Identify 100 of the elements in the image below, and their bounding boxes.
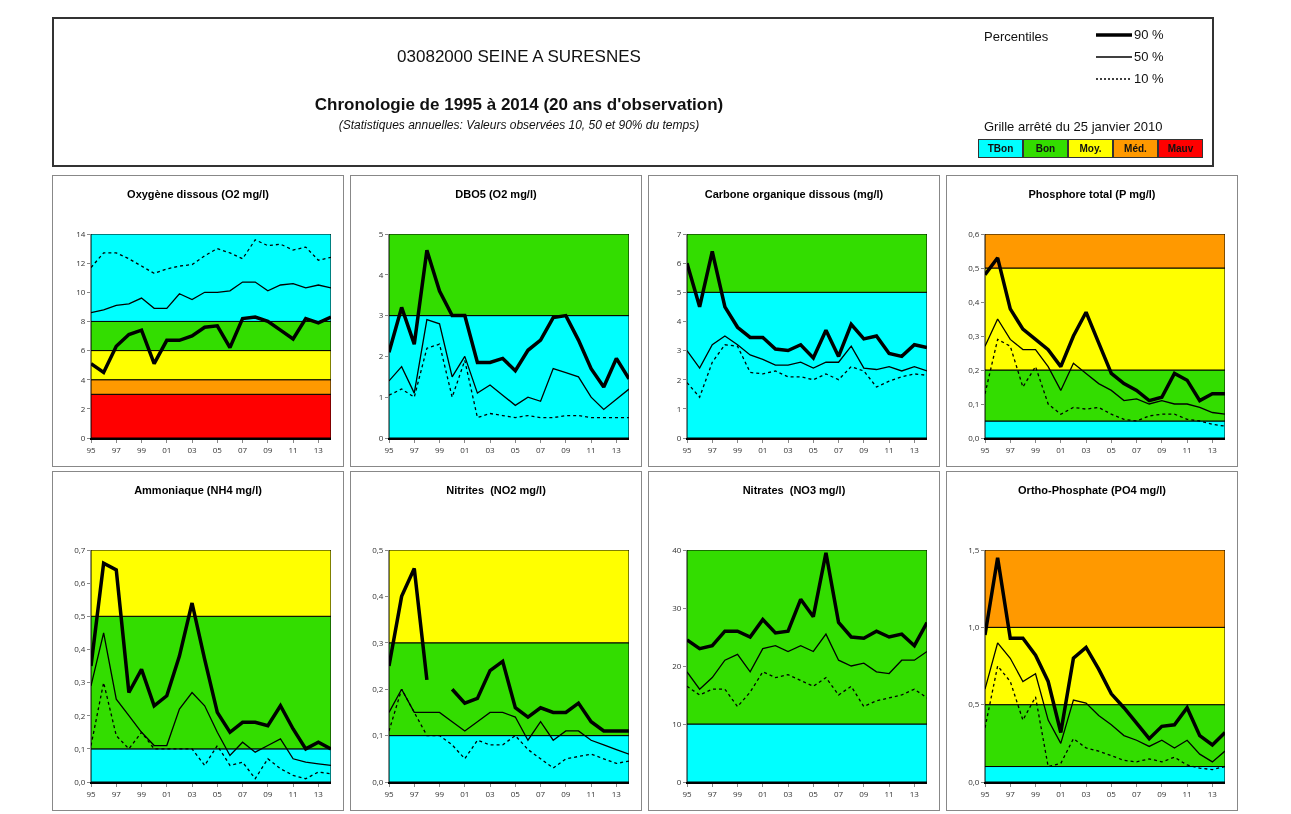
x-tick-label: 07 xyxy=(834,443,844,455)
x-tick-label: 05 xyxy=(1106,443,1117,455)
y-tick-label: 0,3 xyxy=(74,676,86,688)
x-tick-label: 97 xyxy=(1005,787,1016,799)
y-tick-label: 1,5 xyxy=(968,543,980,555)
y-tick-label: 6 xyxy=(80,344,86,356)
x-tick-label: 03 xyxy=(783,443,794,455)
y-tick-label: 0,0 xyxy=(372,775,384,787)
x-tick-label: 95 xyxy=(682,787,692,799)
y-tick-label: 12 xyxy=(76,256,86,268)
x-tick-label: 11 xyxy=(1182,787,1192,799)
y-tick-label: 0 xyxy=(80,431,86,443)
x-tick-label: 09 xyxy=(1157,787,1167,799)
text: 10 % xyxy=(1134,71,1164,86)
y-tick-label: 0,1 xyxy=(372,729,384,741)
x-tick-label: 13 xyxy=(313,787,324,799)
y-tick-label: 14 xyxy=(76,227,86,239)
x-tick-label: 05 xyxy=(510,787,521,799)
x-tick-label: 13 xyxy=(1207,787,1218,799)
key-box: TBon xyxy=(978,139,1023,158)
x-tick-label: 01 xyxy=(460,787,470,799)
x-tick-label: 09 xyxy=(263,443,273,455)
x-tick-label: 99 xyxy=(136,787,147,799)
key-box: Bon xyxy=(1023,139,1068,158)
y-tick-label: 0,3 xyxy=(372,636,384,648)
x-tick-label: 07 xyxy=(1132,787,1142,799)
x-tick-label: 95 xyxy=(86,443,96,455)
y-tick-label: 0,2 xyxy=(74,709,86,721)
y-tick-label: 0,0 xyxy=(968,775,980,787)
y-tick-label: 3 xyxy=(378,309,384,321)
x-tick-label: 03 xyxy=(187,787,198,799)
x-tick-label: 99 xyxy=(434,787,445,799)
x-tick-label: 07 xyxy=(238,787,248,799)
y-tick-label: 1 xyxy=(378,391,384,402)
x-tick-label: 13 xyxy=(611,443,622,455)
y-tick-label: 4 xyxy=(676,315,682,327)
y-tick-label: 5 xyxy=(378,227,384,239)
x-tick-label: 09 xyxy=(859,787,869,799)
x-tick-label: 11 xyxy=(288,787,298,799)
y-tick-label: 8 xyxy=(80,315,86,327)
x-tick-label: 95 xyxy=(86,787,96,799)
y-tick-label: 0,5 xyxy=(968,261,980,273)
x-tick-label: 13 xyxy=(1207,443,1218,455)
y-tick-label: 0 xyxy=(378,431,384,443)
key-box: Méd. xyxy=(1113,139,1158,158)
x-tick-label: 07 xyxy=(536,787,546,799)
x-tick-label: 95 xyxy=(682,443,692,455)
x-tick-label: 97 xyxy=(707,787,718,799)
y-tick-label: 0,4 xyxy=(372,590,384,602)
x-tick-label: 11 xyxy=(288,443,298,455)
y-tick-label: 0,2 xyxy=(968,363,980,375)
x-tick-label: 99 xyxy=(1030,787,1041,799)
x-tick-label: 97 xyxy=(1005,443,1016,455)
y-tick-label: 0,5 xyxy=(968,698,980,710)
y-tick-label: 1,0 xyxy=(968,621,980,633)
y-tick-label: 0,2 xyxy=(372,683,384,694)
x-tick-label: 95 xyxy=(384,787,394,799)
x-tick-label: 09 xyxy=(859,443,869,455)
chart-title: Oxygène dissous (O2 mg/l) xyxy=(127,187,270,200)
x-tick-label: 95 xyxy=(384,443,394,455)
y-tick-label: 0,5 xyxy=(74,610,86,622)
chart-title: Nitrites (NO2 mg/l) xyxy=(446,483,547,496)
x-tick-label: 05 xyxy=(808,443,819,455)
y-tick-label: 0,1 xyxy=(968,397,980,409)
x-tick-label: 03 xyxy=(485,443,496,455)
x-tick-label: 97 xyxy=(111,787,122,799)
y-tick-label: 0 xyxy=(676,431,682,443)
y-tick-label: 1 xyxy=(676,402,682,414)
x-tick-label: 13 xyxy=(313,443,324,455)
x-tick-label: 99 xyxy=(732,443,743,455)
y-tick-label: 4 xyxy=(378,268,384,280)
x-tick-label: 09 xyxy=(561,787,571,799)
x-tick-label: 07 xyxy=(1132,443,1142,455)
y-tick-label: 2 xyxy=(676,373,682,385)
x-tick-label: 11 xyxy=(884,443,894,455)
y-tick-label: 0,3 xyxy=(968,329,980,341)
y-tick-label: 6 xyxy=(676,256,682,268)
chart-title: Phosphore total (P mg/l) xyxy=(1028,187,1156,200)
y-tick-label: 30 xyxy=(672,601,682,613)
x-tick-label: 99 xyxy=(732,787,743,799)
chart-title: Ortho-Phosphate (PO4 mg/l) xyxy=(1018,483,1167,496)
x-tick-label: 01 xyxy=(758,787,768,799)
x-tick-label: 01 xyxy=(1056,787,1066,799)
chart-title: Nitrates (NO3 mg/l) xyxy=(742,483,846,496)
y-tick-label: 3 xyxy=(676,344,682,356)
x-tick-label: 99 xyxy=(434,443,445,455)
key-box: Mauv xyxy=(1158,139,1203,158)
y-tick-label: 0,4 xyxy=(968,295,980,307)
y-tick-label: 0,1 xyxy=(74,742,86,754)
x-tick-label: 05 xyxy=(1106,787,1117,799)
text: 50 % xyxy=(1134,49,1164,64)
x-tick-label: 07 xyxy=(834,787,844,799)
x-tick-label: 11 xyxy=(586,443,596,455)
y-tick-label: 0,0 xyxy=(968,431,980,443)
y-tick-label: 2 xyxy=(80,402,86,414)
chart-title: Carbone organique dissous (mg/l) xyxy=(704,187,884,200)
x-tick-label: 05 xyxy=(212,787,223,799)
y-tick-label: 0 xyxy=(676,775,682,787)
x-tick-label: 01 xyxy=(460,443,470,455)
y-tick-label: 0,4 xyxy=(74,643,86,655)
